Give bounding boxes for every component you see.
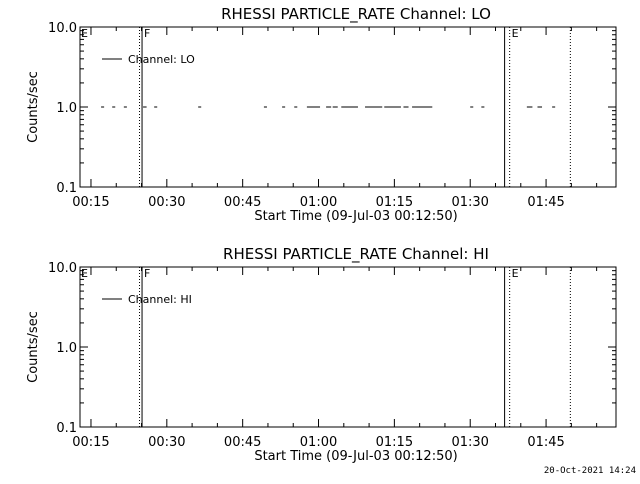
panel-1-x-tick-label: 01:30 — [451, 195, 488, 210]
panel-2-x-axis-label: Start Time (09-Jul-03 00:12:50) — [254, 449, 457, 464]
panel-2-x-tick-label: 01:15 — [376, 435, 413, 450]
panel-1-event-label: F — [144, 27, 150, 40]
panel-1-y-tick-label: 0.1 — [56, 181, 77, 196]
panel-1-edge-label: E — [81, 27, 88, 40]
panel-1-x-tick-label: 00:30 — [148, 195, 185, 210]
panel-1-x-tick-label: 00:15 — [72, 195, 109, 210]
panel-1-x-tick-label: 01:15 — [376, 195, 413, 210]
panel-2-x-tick-label: 00:30 — [148, 435, 185, 450]
panel-1-x-tick-label: 01:00 — [300, 195, 337, 210]
panel-1-legend-label: Channel: LO — [128, 53, 195, 66]
panel-2-y-tick-label: 1.0 — [56, 341, 77, 356]
panel-2-y-tick-label: 0.1 — [56, 421, 77, 436]
timestamp-footer: 20-Oct-2021 14:24 — [543, 466, 636, 476]
panel-2-x-tick-label: 00:45 — [224, 435, 261, 450]
panel-2-legend-label: Channel: HI — [128, 293, 192, 306]
panel-1-x-tick-label: 01:45 — [527, 195, 564, 210]
panel-2-event-label: E — [512, 267, 519, 280]
panel-1-event-label: E — [512, 27, 519, 40]
panel-2-chart-title: RHESSI PARTICLE_RATE Channel: HI — [223, 245, 489, 264]
panel-1-x-tick-label: 00:45 — [224, 195, 261, 210]
panel-1-y-axis-label: Counts/sec — [26, 71, 41, 143]
panel-2-y-axis-label: Counts/sec — [26, 311, 41, 383]
panel-1-y-tick-label: 1.0 — [56, 101, 77, 116]
panel-2-x-tick-label: 00:15 — [72, 435, 109, 450]
panel-2-x-tick-label: 01:00 — [300, 435, 337, 450]
panel-2-edge-label: E — [81, 267, 88, 280]
panel-2-y-tick-label: 10.0 — [48, 261, 77, 276]
panel-2-event-label: F — [144, 267, 150, 280]
panel-1-chart-title: RHESSI PARTICLE_RATE Channel: LO — [221, 5, 491, 24]
panel-2-x-tick-label: 01:45 — [527, 435, 564, 450]
panel-2-x-tick-label: 01:30 — [451, 435, 488, 450]
panel-2-plot-frame — [79, 266, 617, 428]
panel-1-x-axis-label: Start Time (09-Jul-03 00:12:50) — [254, 209, 457, 224]
panel-1-y-tick-label: 10.0 — [48, 21, 77, 36]
